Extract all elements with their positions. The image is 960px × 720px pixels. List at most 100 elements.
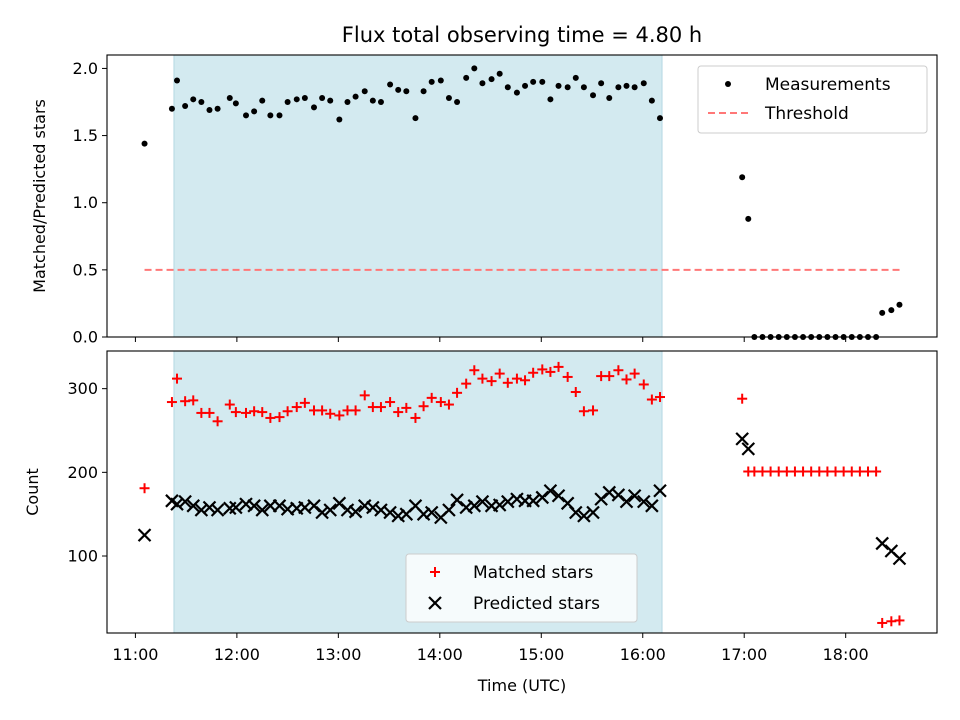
chart-title: Flux total observing time = 4.80 h <box>342 23 702 47</box>
legend-measurements-label: Measurements <box>765 75 891 95</box>
predicted-star-point <box>229 500 243 515</box>
measurement-point <box>174 77 181 84</box>
measurement-point <box>590 92 597 99</box>
predicted-star-point <box>619 494 634 509</box>
predicted-star-point <box>210 503 225 517</box>
matched-star-point <box>317 405 328 416</box>
measurement-point <box>141 140 148 147</box>
predicted-star-point <box>186 499 201 513</box>
predicted-star-point <box>467 499 482 513</box>
predicted-star-point <box>568 505 583 520</box>
x-tick-label: 14:00 <box>417 645 463 664</box>
matched-star-point <box>477 373 488 384</box>
y-tick-label: 2.0 <box>73 59 98 78</box>
top-legend: Measurements Threshold <box>697 65 928 134</box>
matched-star-point <box>299 397 310 408</box>
predicted-star-point <box>645 499 659 513</box>
measurement-point <box>284 99 291 105</box>
top-legend-box <box>697 65 928 134</box>
matched-star-point <box>443 399 454 410</box>
measurement-point <box>293 96 300 103</box>
matched-star-point <box>646 394 657 405</box>
measurement-point <box>745 215 752 222</box>
bottom-x-axis: 11:00 12:00 13:00 14:00 15:00 16:00 17:00 18:00 <box>112 633 869 664</box>
matched-star-point <box>737 393 748 404</box>
matched-star-point <box>553 361 564 372</box>
matched-star-point <box>375 402 386 413</box>
measurement-point <box>369 97 376 104</box>
legend-threshold-label: Threshold <box>764 104 849 124</box>
measurement-point <box>564 84 571 91</box>
measurement-point <box>547 96 554 103</box>
y-tick-label: 1.0 <box>73 193 98 212</box>
measurement-point <box>445 94 452 101</box>
measurement-point <box>267 112 274 119</box>
predicted-star-point <box>492 498 507 512</box>
matched-star-point <box>511 373 522 384</box>
y-tick-label: 0.5 <box>73 260 98 279</box>
matched-star-point <box>139 483 150 494</box>
x-tick-label: 18:00 <box>823 645 869 664</box>
matched-star-point <box>877 617 888 628</box>
matched-star-point <box>257 407 268 418</box>
predicted-star-point <box>340 503 355 517</box>
measurement-point <box>631 84 638 91</box>
x-axis-label: Time (UTC) <box>477 676 566 695</box>
predicted-star-point <box>459 500 473 515</box>
predicted-star-point <box>416 507 431 521</box>
matched-star-point <box>502 377 513 388</box>
measurement-point <box>879 309 886 316</box>
top-panel: 0.00.51.01.52.0 Matched/Predicted stars … <box>30 54 938 347</box>
matched-star-point <box>638 379 649 390</box>
x-tick-label: 16:00 <box>620 645 666 664</box>
matched-star-point <box>265 412 276 423</box>
predicted-star-point <box>475 494 490 509</box>
measurement-point <box>301 94 308 101</box>
matched-star-point <box>224 399 235 410</box>
matched-star-point <box>613 365 624 376</box>
predicted-star-point <box>875 536 889 551</box>
measurement-point <box>232 100 239 107</box>
matched-star-point <box>188 395 199 406</box>
predicted-star-point <box>526 494 540 508</box>
matched-star-point <box>520 375 531 386</box>
matched-star-point <box>385 397 396 408</box>
measurement-point <box>259 97 266 104</box>
matched-star-point <box>604 371 615 382</box>
measurement-point <box>319 94 326 101</box>
predicted-star-point <box>636 494 651 509</box>
bottom-y-axis-label: Count <box>23 468 42 516</box>
matched-star-point <box>486 376 497 387</box>
measurement-point <box>276 112 283 119</box>
measurement-point <box>377 99 384 105</box>
matched-star-point <box>393 407 404 418</box>
measurement-point <box>555 82 562 89</box>
measurement-point <box>496 70 503 77</box>
measurement-point <box>479 80 486 87</box>
matched-star-point <box>654 392 665 403</box>
legend-matched-marker <box>430 567 440 577</box>
matched-star-point <box>418 401 429 412</box>
predicted-star-point <box>323 503 338 517</box>
measurement-point <box>471 65 478 72</box>
measurement-point <box>243 112 250 119</box>
measurement-point <box>182 103 189 110</box>
measurement-point <box>420 88 427 95</box>
predicted-star-point <box>551 488 566 503</box>
predicted-star-point <box>586 505 600 520</box>
predicted-star-point <box>450 493 464 507</box>
matched-star-point <box>274 412 285 423</box>
measurement-point <box>598 80 605 87</box>
predicted-star-point <box>424 505 439 520</box>
top-axes-frame <box>106 54 938 338</box>
measurement-point <box>214 105 221 112</box>
legend-matched-label: Matched stars <box>473 563 593 583</box>
measurement-point <box>648 97 655 104</box>
x-tick-label: 17:00 <box>721 645 767 664</box>
predicted-star-point <box>272 499 287 513</box>
matched-star-point <box>469 365 480 376</box>
matched-star-point <box>494 368 505 379</box>
matched-star-point <box>401 402 412 413</box>
matched-star-point <box>334 410 345 421</box>
measurement-point <box>310 104 317 111</box>
